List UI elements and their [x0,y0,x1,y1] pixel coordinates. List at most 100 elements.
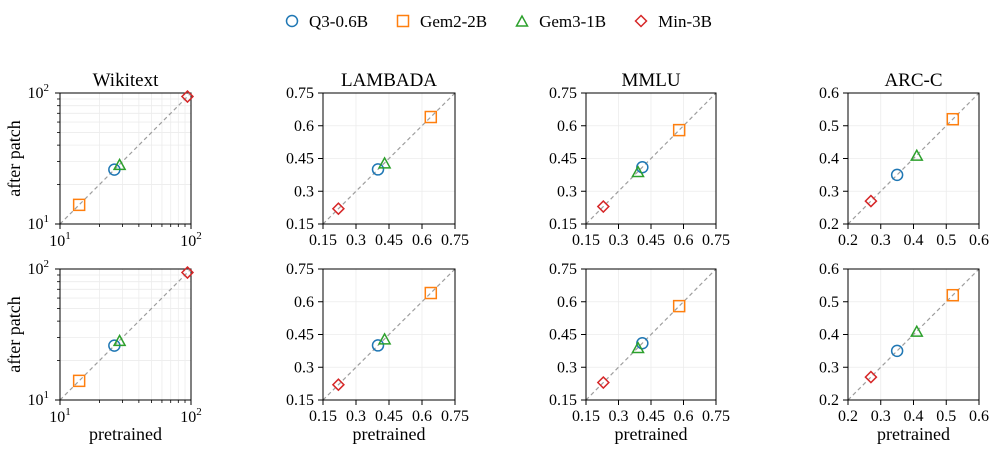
subplot-title-wikitext: Wikitext [93,70,159,91]
y-tick-label-4: 0.75 [549,85,577,102]
y-tick-label-1: 0.3 [557,183,577,200]
point-min-3b-0 [180,89,195,104]
point-q3-0-6b-0 [371,163,385,176]
y-tick-label-1: 0.3 [557,359,577,376]
point-q3-0-6b-0 [890,168,904,182]
y-tick-label-1: 102 [28,258,50,278]
point-gem3-1b-0 [910,148,924,161]
point-gem3-1b-0 [377,156,392,169]
axis-ticks [843,92,980,229]
point-gem2-2b-0 [672,123,686,137]
data-points [331,110,438,216]
x-axis-label: pretrained [877,424,950,444]
data-points [864,112,960,208]
x-tick-label-2: 0.4 [904,408,924,425]
point-min-3b-0 [864,370,878,384]
axis-ticks [318,92,456,229]
x-tick-label-4: 0.75 [702,408,730,425]
y-tick-label-1: 0.3 [819,183,839,200]
y-tick-label-0: 0.15 [286,216,314,233]
point-gem3-1b-0 [377,332,392,345]
y-tick-label-2: 0.45 [286,151,314,168]
y-tick-label-0: 0.15 [549,392,577,409]
y-tick-label-2: 0.45 [549,151,577,168]
y-tick-label-2: 0.4 [819,327,839,344]
point-gem2-2b-0 [424,110,438,124]
point-gem2-2b-0 [424,286,438,300]
x-tick-label-0: 0.15 [572,232,600,249]
x-tick-label-1: 0.3 [871,232,891,249]
x-tick-label-0: 0.2 [838,408,858,425]
subplot-1: 101 102 101 102 Wikitext after patch [4,70,202,250]
point-min-3b-0 [596,199,610,214]
axis-ticks [55,268,192,405]
y-tick-label-1: 0.3 [819,359,839,376]
x-tick-label-4: 0.6 [969,232,989,249]
point-gem3-1b-0 [631,165,645,178]
point-gem3-1b-0 [112,157,127,171]
axis-ticks [318,268,456,405]
diagonal-reference-line [59,92,192,225]
y-axis-label: after patch [4,120,24,196]
x-tick-label-2: 0.45 [637,408,665,425]
diagonal-reference-line [322,92,456,225]
data-points [72,89,195,212]
data-points [596,123,686,214]
x-tick-label-0: 0.15 [572,408,600,425]
diagonal-reference-line [847,268,980,401]
x-tick-label-1: 0.3 [609,408,629,425]
point-gem3-1b-0 [631,341,645,354]
data-points [596,299,686,390]
point-q3-0-6b-0 [890,344,904,358]
subplot-title-arc-c: ARC-C [884,70,942,91]
y-tick-label-1: 0.3 [294,359,314,376]
x-tick-label-0: 101 [49,230,71,250]
y-tick-label-2: 0.4 [819,151,839,168]
y-tick-label-3: 0.6 [294,118,314,135]
y-axis-label: after patch [4,296,24,372]
grid-lines [60,93,191,224]
x-tick-label-3: 0.5 [936,408,956,425]
x-tick-label-2: 0.45 [637,232,665,249]
y-tick-label-3: 0.5 [819,294,839,311]
point-min-3b-0 [180,265,195,280]
x-tick-label-4: 0.6 [969,408,989,425]
x-axis-label: pretrained [89,424,162,444]
subplot-2: 0.15 0.3 0.45 0.6 0.75 0.15 0.3 0.45 0.6 0.75 LAMB… [286,70,469,249]
x-tick-label-0: 0.15 [309,232,337,249]
subplot-title-lambada: LAMBADA [341,70,437,91]
y-tick-label-4: 0.75 [286,261,314,278]
y-tick-label-1: 0.3 [294,183,314,200]
point-gem2-2b-0 [946,288,960,302]
y-tick-label-0: 0.15 [286,392,314,409]
x-tick-label-0: 101 [49,406,71,426]
axis-ticks [581,92,717,229]
x-tick-label-2: 0.45 [375,408,403,425]
y-tick-label-0: 101 [28,213,50,233]
x-tick-label-1: 0.3 [609,232,629,249]
axis-ticks [843,268,980,405]
x-tick-label-2: 0.4 [904,232,924,249]
point-gem2-2b-0 [72,198,86,212]
diagonal-reference-line [322,268,456,401]
x-tick-label-3: 0.5 [936,232,956,249]
x-tick-label-4: 0.75 [441,408,469,425]
subplot-title-mmlu: MMLU [621,70,680,91]
axes-frame [59,268,192,401]
y-tick-label-4: 0.6 [819,261,839,278]
x-tick-label-3: 0.6 [412,232,432,249]
x-tick-label-1: 0.3 [346,408,366,425]
grid-lines [60,269,191,400]
diagonal-reference-line [847,92,980,225]
diagonal-reference-line [585,92,717,225]
x-tick-label-1: 0.3 [871,408,891,425]
axis-ticks [55,92,192,229]
x-tick-label-1: 102 [180,406,202,426]
subplot-7: 0.15 0.3 0.45 0.6 0.75 0.15 0.3 0.45 0.6 0.75 pret… [549,261,730,444]
x-tick-label-3: 0.6 [674,408,694,425]
point-min-3b-0 [864,194,878,208]
x-tick-label-1: 102 [180,230,202,250]
x-tick-label-3: 0.6 [412,408,432,425]
point-q3-0-6b-0 [371,339,385,352]
